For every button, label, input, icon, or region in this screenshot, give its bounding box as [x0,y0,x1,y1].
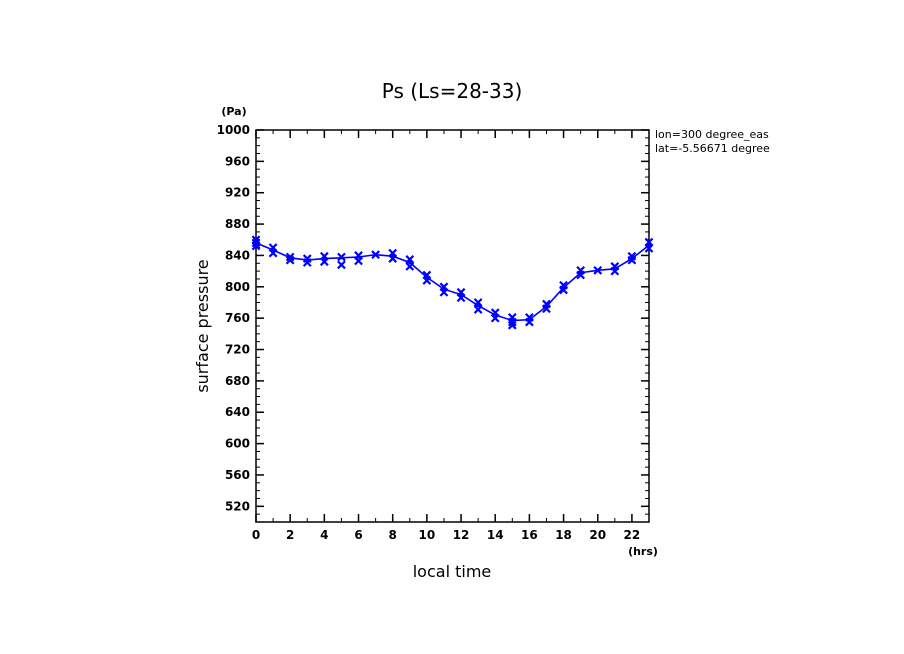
data-marker [422,270,432,280]
y-tick-label: 560 [225,468,250,482]
y-tick-label: 840 [225,248,250,262]
x-tick-label: 0 [252,528,260,542]
data-marker [337,260,346,270]
x-tick-label: 10 [419,528,436,542]
data-marker [473,298,483,307]
y-tick-label: 760 [225,311,250,325]
tick-labels: 0 2 4 6 8 10 12 14 16 18 20 22 520 560 600 640 680 720 760… [217,123,641,542]
x-tick-label: 8 [389,528,397,542]
y-tick-label: 800 [225,280,250,294]
data-marker [251,235,261,245]
x-axis-label: local time [413,562,492,581]
x-tick-label: 4 [320,528,328,542]
axis-ticks [255,129,650,523]
data-marker [456,287,466,297]
x-tick-label: 2 [286,528,294,542]
data-marker [268,243,278,252]
data-marker [405,262,415,271]
data-marker [388,248,398,258]
annotation-lat: lat=-5.56671 degree [655,142,770,155]
data-marker [525,312,534,322]
x-axis-unit: (hrs) [628,545,658,558]
y-tick-label: 640 [225,405,250,419]
data-marker [319,251,329,261]
plot-frame [255,129,650,523]
x-tick-label: 12 [453,528,470,542]
data-marker [644,237,654,247]
y-tick-label: 680 [225,374,250,388]
series-line [255,242,650,322]
data-marker [473,305,483,314]
x-tick-label: 22 [624,528,641,542]
x-tick-label: 18 [555,528,572,542]
data-marker [507,312,517,322]
y-tick-label: 520 [225,499,250,513]
chart-title: Ps (Ls=28-33) [382,79,523,103]
data-marker [610,262,620,271]
y-tick-label: 600 [225,437,250,451]
data-marker [285,255,295,265]
data-marker [576,265,586,275]
data-marker [559,280,568,290]
y-tick-label: 960 [225,154,250,168]
data-marker [627,251,637,261]
x-tick-label: 20 [589,528,606,542]
x-tick-label: 14 [487,528,504,542]
y-axis-label: surface pressure [193,259,212,392]
y-tick-label: 720 [225,343,250,357]
data-marker [490,308,500,318]
data-marker [354,251,363,260]
y-axis-unit: (Pa) [221,105,246,118]
series-layer [251,235,654,330]
data-marker [285,252,295,262]
x-tick-label: 16 [521,528,538,542]
annotation-lon: lon=300 degree_eas [655,128,769,141]
y-tick-label: 880 [225,217,250,231]
data-marker [593,265,603,275]
y-tick-label: 920 [225,186,250,200]
data-marker [371,250,380,260]
data-marker [337,252,346,262]
data-marker [251,238,261,248]
data-marker [302,254,312,263]
data-marker [507,320,517,330]
data-marker [542,299,551,309]
data-marker [439,282,449,292]
data-marker [405,254,415,264]
y-tick-label: 1000 [217,123,250,137]
x-tick-label: 6 [354,528,362,542]
